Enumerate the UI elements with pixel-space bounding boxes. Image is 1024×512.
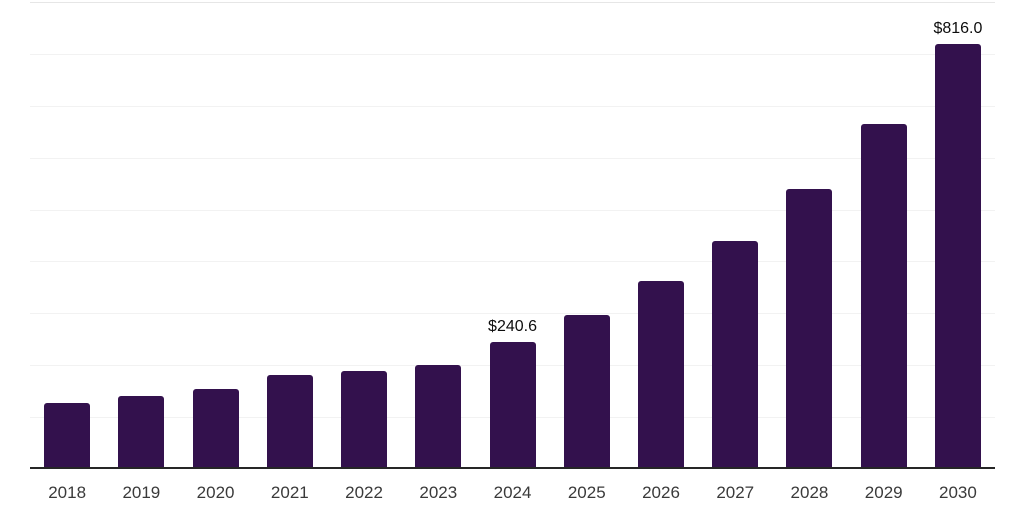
x-tick-2025: 2025 xyxy=(567,483,606,502)
bar-slot-2022 xyxy=(327,0,401,467)
x-tick-2027: 2027 xyxy=(716,483,755,502)
x-tick-2019: 2019 xyxy=(122,483,161,502)
gridline-600 xyxy=(30,157,995,159)
bar-slot-2018 xyxy=(30,0,104,467)
bar-2022 xyxy=(341,371,388,467)
bar-2027 xyxy=(712,241,759,467)
bar-slot-2023 xyxy=(401,0,475,467)
bar-2026 xyxy=(637,281,684,467)
bars-container: $240.6 $816.0 xyxy=(30,0,995,467)
x-tick-2022: 2022 xyxy=(345,483,383,502)
x-tick-2024: 2024 xyxy=(493,483,532,502)
x-tick-2021: 2021 xyxy=(270,483,309,502)
x-tick-2030: 2030 xyxy=(939,483,977,502)
bar-2020 xyxy=(192,389,239,467)
bar-2019 xyxy=(118,396,165,467)
bar-2024 xyxy=(489,342,536,467)
value-label-2030: $816.0 xyxy=(933,20,983,38)
bar-2029 xyxy=(860,124,907,467)
x-tick-2029: 2029 xyxy=(864,483,903,502)
value-label-2024: $240.6 xyxy=(488,318,537,336)
bar-2023 xyxy=(415,365,462,467)
x-tick-2018: 2018 xyxy=(48,483,87,502)
bar-2025 xyxy=(563,315,610,467)
gridline-900 xyxy=(30,2,995,3)
bar-slot-2024: $240.6 xyxy=(475,0,549,467)
bar-slot-2019 xyxy=(104,0,178,467)
bar-2018 xyxy=(44,403,91,467)
x-tick-2028: 2028 xyxy=(790,483,829,502)
x-tick-2023: 2023 xyxy=(419,483,458,502)
bar-slot-2029 xyxy=(847,0,921,467)
x-axis: 2018 2019 2020 2021 2022 2023 2024 2025 2026 2027… xyxy=(30,471,995,503)
bar-2030 xyxy=(934,44,981,467)
bar-slot-2021 xyxy=(253,0,327,467)
x-tick-2020: 2020 xyxy=(196,483,235,502)
bar-slot-2028 xyxy=(772,0,846,467)
bar-slot-2030: $816.0 xyxy=(921,0,995,467)
bar-slot-2025 xyxy=(550,0,624,467)
bar-slot-2020 xyxy=(178,0,252,467)
gridline-800 xyxy=(30,53,995,55)
bar-slot-2027 xyxy=(698,0,772,467)
x-tick-2026: 2026 xyxy=(642,483,680,502)
gridline-300 xyxy=(30,313,995,315)
gridline-700 xyxy=(30,105,995,107)
gridline-400 xyxy=(30,261,995,263)
bar-2028 xyxy=(786,189,833,467)
gridline-500 xyxy=(30,209,995,211)
bar-2021 xyxy=(266,375,313,467)
bar-slot-2026 xyxy=(624,0,698,467)
plot-area: $240.6 $816.0 xyxy=(30,0,995,469)
